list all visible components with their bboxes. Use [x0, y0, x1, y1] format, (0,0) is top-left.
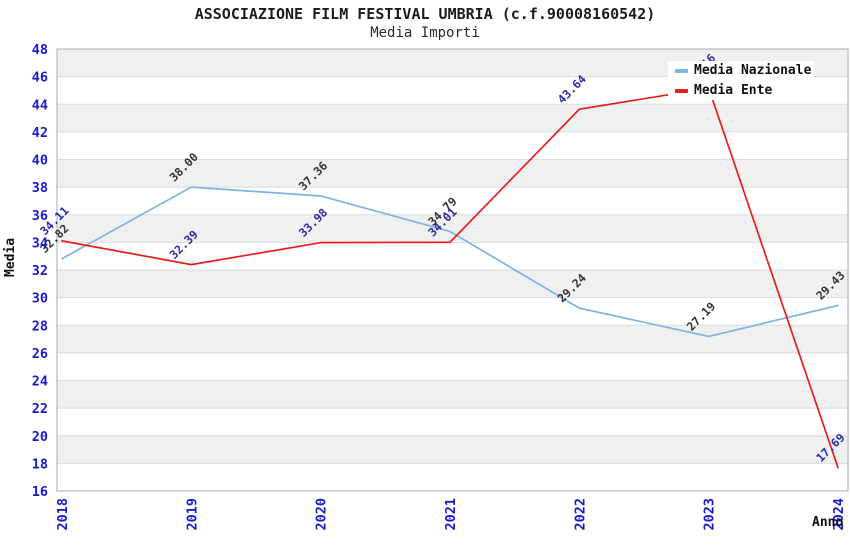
legend-label-media-nazionale: Media Nazionale: [694, 63, 812, 78]
x-tick-label: 2019: [184, 498, 200, 531]
media-ente-line-marker: [675, 88, 688, 93]
y-tick-label: 34: [32, 235, 48, 251]
y-tick-label: 32: [32, 263, 48, 279]
y-tick-label: 42: [32, 125, 48, 141]
y-tick-label: 20: [32, 429, 48, 445]
y-tick-label: 44: [32, 97, 48, 113]
legend-item-media-ente: Media Ente: [675, 83, 814, 98]
y-tick-label: 22: [32, 401, 48, 417]
y-tick-label: 24: [32, 374, 48, 390]
grid-lines: [57, 48, 848, 492]
y-tick-label: 46: [32, 70, 48, 86]
y-tick-label: 26: [32, 346, 48, 362]
x-tick-label: 2021: [443, 498, 459, 531]
y-tick-label: 48: [32, 42, 48, 58]
plot-border: [56, 48, 849, 492]
chart-subtitle: Media Importi: [370, 25, 480, 41]
y-axis-tick-labels: 16 18 20 22 24 26 28 30 32 34 36 38 40 42 44 46 48: [32, 42, 48, 500]
y-tick-label: 28: [32, 318, 48, 334]
y-tick-label: 36: [32, 208, 48, 224]
x-tick-label: 2023: [702, 498, 718, 531]
y-tick-label: 38: [32, 180, 48, 196]
media-nazionale-line-marker: [675, 68, 688, 73]
y-tick-label: 40: [32, 153, 48, 169]
x-tick-label: 2022: [572, 498, 588, 531]
legend-item-media-nazionale: Media Nazionale: [675, 63, 814, 78]
x-tick-label: 2024: [831, 498, 847, 531]
series-line-media-nazionale: [61, 186, 839, 338]
x-tick-label: 2020: [314, 498, 330, 531]
chart-title: ASSOCIAZIONE FILM FESTIVAL UMBRIA (c.f.9…: [194, 5, 656, 23]
legend-label-media-ente: Media Ente: [694, 83, 773, 98]
x-tick-label: 2018: [55, 498, 71, 531]
plot-bands: [57, 49, 848, 464]
y-tick-label: 18: [32, 456, 48, 472]
y-axis-title: Media: [3, 237, 18, 277]
x-axis-tick-labels: 2018 2019 2020 2021 2022 2023 2024: [55, 498, 847, 531]
x-axis-title: Anno: [812, 515, 844, 530]
legend: Media Nazionale Media Ente: [668, 61, 814, 100]
y-tick-label: 30: [32, 291, 48, 307]
y-tick-label: 16: [32, 484, 48, 500]
